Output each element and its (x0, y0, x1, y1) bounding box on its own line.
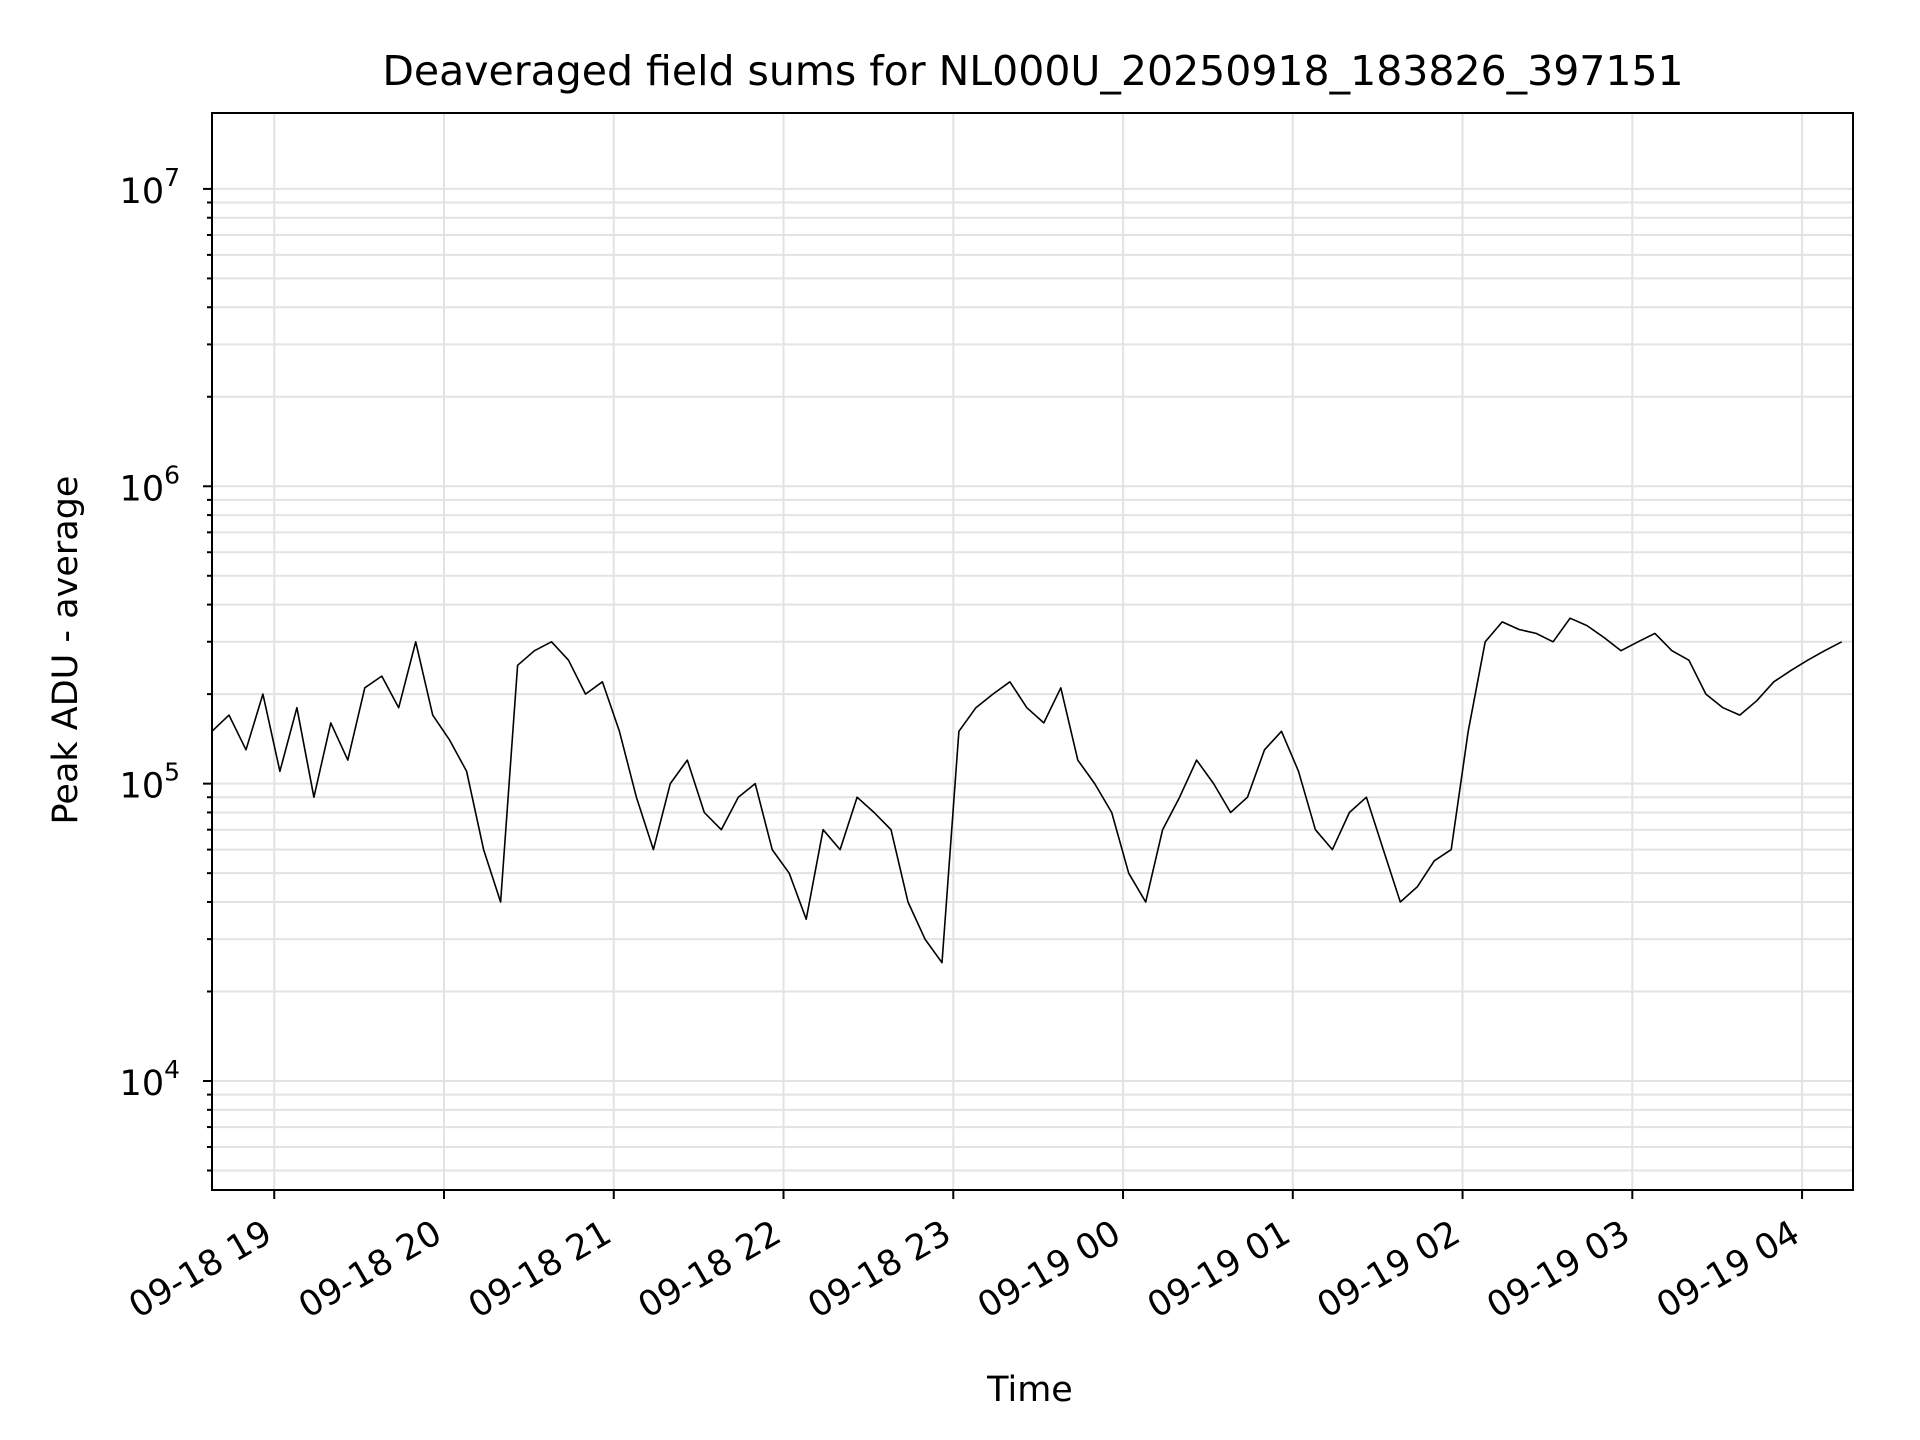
grid-lines (212, 113, 1853, 1190)
x-axis-label: Time (986, 1370, 1073, 1410)
series-line-group (211, 617, 1843, 964)
chart-title: Deaveraged field sums for NL000U_2025091… (382, 47, 1683, 95)
plot-area-frame (211, 112, 1854, 1191)
series-line (211, 617, 1843, 964)
y-tick-label: 106 (120, 460, 180, 509)
y-tick-label: 104 (120, 1055, 180, 1104)
y-tick-label: 107 (120, 163, 180, 212)
y-axis: 104 105 106 107 (120, 163, 212, 1172)
y-tick-label: 105 (120, 758, 180, 807)
y-axis-label: Peak ADU - average (46, 476, 86, 825)
